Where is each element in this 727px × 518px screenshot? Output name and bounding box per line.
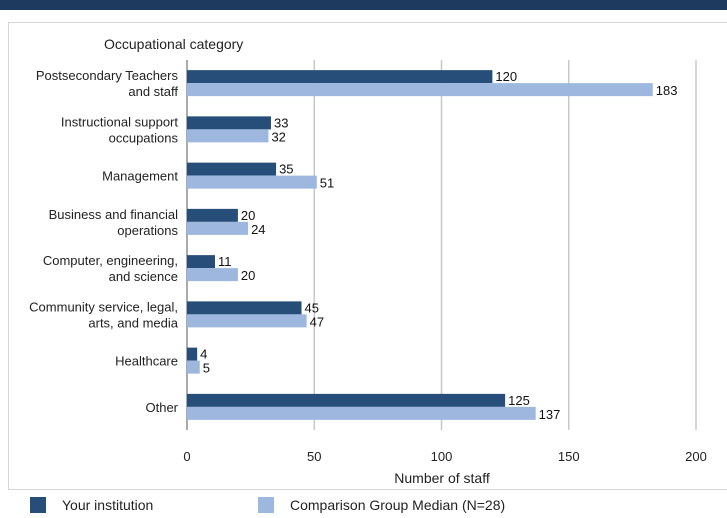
data-label-comparison-median: 137 [539,407,561,422]
data-label-your-institution: 120 [495,69,517,84]
x-tick-label: 150 [558,449,580,464]
category-label: Computer, engineering, and science [43,253,178,284]
category-label: Instructional support occupations [61,114,179,145]
data-label-your-institution: 4 [200,347,207,362]
x-tick-label: 0 [183,449,190,464]
legend-label-your-institution: Your institution [62,497,153,513]
legend-item-comparison-median: Comparison Group Median (N=28) [258,497,505,513]
x-tick-label: 200 [685,449,707,464]
data-label-comparison-median: 20 [241,268,255,283]
bar-comparison-median [187,83,653,96]
data-label-comparison-median: 24 [251,222,265,237]
bar-your-institution [187,394,505,407]
data-label-comparison-median: 183 [656,83,678,98]
category-label: Community service, legal, arts, and media [29,299,179,330]
bar-comparison-median [187,361,200,374]
x-axis-label: Number of staff [394,470,490,486]
legend: Your institution Comparison Group Median… [0,494,727,518]
bar-your-institution [187,255,215,268]
data-label-your-institution: 35 [279,162,293,177]
gridlines [187,60,696,430]
x-tick-label: 50 [307,449,321,464]
chart-title: Occupational category [104,36,243,52]
data-label-your-institution: 20 [241,208,255,223]
bar-your-institution [187,116,271,129]
data-label-comparison-median: 51 [320,176,334,191]
bar-your-institution [187,209,238,222]
data-label-your-institution: 33 [274,115,288,130]
bar-your-institution [187,163,276,176]
legend-swatch-comparison-median [258,497,274,513]
data-label-your-institution: 45 [305,300,319,315]
bar-comparison-median [187,314,307,327]
category-label: Postsecondary Teachers and staff [36,68,179,99]
data-label-comparison-median: 32 [271,129,285,144]
category-label: Management [102,169,178,184]
legend-label-comparison-median: Comparison Group Median (N=28) [290,497,505,513]
category-label: Other [145,400,178,415]
data-label-your-institution: 125 [508,393,530,408]
bar-comparison-median [187,222,248,235]
category-label: Business and financial operations [49,207,179,238]
bar-comparison-median [187,176,317,189]
bar-comparison-median [187,129,268,142]
data-label-comparison-median: 47 [310,314,324,329]
bar-your-institution [187,70,492,83]
bars [187,70,653,420]
bar-your-institution [187,348,197,361]
category-label: Healthcare [115,354,178,369]
x-tick-label: 100 [431,449,453,464]
bar-comparison-median [187,268,238,281]
legend-swatch-your-institution [30,497,46,513]
data-label-comparison-median: 5 [203,361,210,376]
bar-your-institution [187,301,302,314]
data-label-your-institution: 11 [218,254,232,269]
legend-item-your-institution: Your institution [30,497,153,513]
bar-comparison-median [187,407,536,420]
